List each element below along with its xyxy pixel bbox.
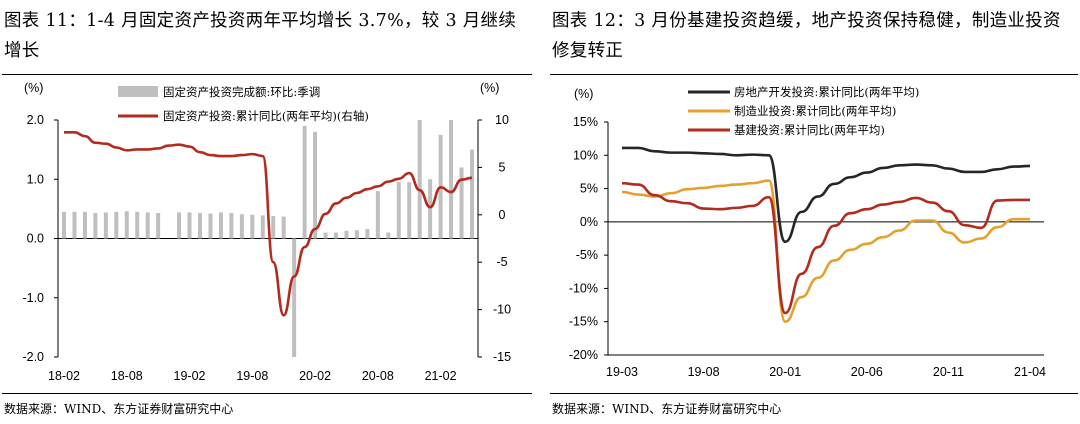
bar — [449, 120, 454, 239]
x-tick-label: 20-01 — [769, 365, 801, 379]
bar — [145, 212, 150, 239]
x-tick-label: 18-02 — [48, 369, 80, 383]
bar — [417, 120, 422, 239]
bar — [323, 232, 328, 239]
y-tick-label: 10% — [573, 148, 598, 162]
x-tick-label: 20-06 — [851, 365, 883, 379]
bar — [198, 213, 202, 239]
left-tick-label: 2.0 — [27, 113, 44, 127]
left-tick-label: 0.0 — [27, 232, 44, 246]
bar — [103, 212, 108, 239]
title-rule — [2, 74, 532, 75]
left-figure: 图表 11：1-4 月固定资产投资两年平均增长 3.7%，较 3 月继续增长 2… — [0, 0, 536, 424]
legend-line-label: 固定资产投资:累计同比(两年平均)(右轴) — [163, 109, 369, 123]
bar — [114, 211, 119, 239]
x-tick-label: 20-02 — [299, 369, 331, 383]
x-tick-label: 21-02 — [425, 369, 457, 383]
left-axis-unit: (%) — [24, 81, 43, 95]
bar — [239, 214, 244, 239]
y-tick-label: 0% — [580, 215, 598, 229]
y-tick-label: 5% — [580, 182, 598, 196]
bar — [218, 212, 223, 239]
bar — [72, 211, 77, 239]
legend-label-1: 房地产开发投资:累计同比(两年平均) — [734, 85, 919, 99]
bar — [250, 214, 255, 239]
x-tick-label: 19-03 — [606, 365, 638, 379]
bar — [177, 212, 182, 239]
bar — [82, 211, 87, 239]
bar — [229, 213, 234, 239]
bar — [428, 179, 433, 239]
figure-11-source: 数据来源：WIND、东方证券财富研究中心 — [4, 402, 234, 416]
bar — [313, 131, 318, 239]
bar — [302, 125, 307, 239]
bar — [354, 230, 359, 239]
right-tick-label: -10 — [493, 303, 511, 317]
bar — [135, 211, 140, 239]
line-series-1 — [622, 146, 1031, 244]
bar — [62, 211, 66, 239]
right-tick-label: 10 — [495, 113, 509, 127]
right-tick-label: 0 — [499, 208, 506, 222]
left-tick-label: 1.0 — [27, 172, 44, 186]
y-tick-label: 15% — [573, 115, 598, 129]
x-tick-label: 18-08 — [111, 369, 143, 383]
bar — [459, 167, 464, 239]
source-rule — [550, 393, 1078, 394]
legend-label-2: 制造业投资:累计同比(两年平均) — [734, 104, 896, 118]
x-tick-label: 19-08 — [236, 369, 268, 383]
bar — [407, 182, 412, 239]
bar — [344, 230, 349, 239]
y-tick-label: -15% — [569, 315, 598, 329]
title-rule — [550, 74, 1078, 75]
line-series-2 — [621, 179, 1030, 324]
right-tick-label: 5 — [499, 160, 506, 174]
x-tick-label: 19-08 — [688, 365, 720, 379]
legend-label-3: 基建投资:累计同比(两年平均) — [734, 123, 885, 137]
bar — [375, 191, 380, 239]
line-series — [63, 131, 473, 317]
left-tick-label: -1.0 — [22, 291, 44, 305]
figure-12-title: 图表 12：3 月份基建投资趋缓，地产投资保持稳健，制造业投资修复转正 — [552, 11, 1061, 61]
bar — [187, 212, 192, 239]
bar — [396, 182, 401, 239]
bar — [260, 215, 265, 239]
figure-11-title: 图表 11：1-4 月固定资产投资两年平均增长 3.7%，较 3 月继续增长 — [4, 11, 517, 61]
bar — [208, 213, 213, 239]
bar — [365, 229, 370, 239]
right-figure: 图表 12：3 月份基建投资趋缓，地产投资保持稳健，制造业投资修复转正 15% 1… — [548, 0, 1080, 424]
left-tick-label: -2.0 — [22, 350, 44, 364]
bar — [334, 232, 338, 239]
figure-12-source: 数据来源：WIND、东方证券财富研究中心 — [552, 402, 782, 416]
right-tick-label: -5 — [496, 255, 507, 269]
figure-11-chart: 2.0 1.0 0.0 -1.0 -2.0 10 5 0 -5 -10 -15 (%) (%) 18-02… — [22, 81, 511, 383]
source-rule — [2, 393, 532, 394]
y-tick-label: -10% — [569, 281, 598, 295]
x-tick-label: 20-11 — [933, 365, 964, 379]
line-series-3 — [621, 181, 1030, 315]
y-tick-label: -5% — [576, 248, 598, 262]
bar — [156, 213, 161, 239]
bar — [292, 238, 297, 357]
bar — [271, 215, 276, 239]
y-axis-unit: (%) — [574, 87, 593, 101]
figure-12-chart: 15% 10% 5% 0% -5% -10% -15% -20% (%) 19-03 19-08 20… — [569, 85, 1046, 379]
x-tick-label: 20-08 — [362, 369, 394, 383]
legend-bar-swatch — [118, 86, 158, 97]
right-tick-label: -15 — [493, 350, 511, 364]
bar — [470, 149, 474, 239]
x-tick-label: 19-02 — [174, 369, 206, 383]
bar — [93, 213, 98, 239]
bar — [281, 216, 286, 239]
legend-bar-label: 固定资产投资完成额:环比:季调 — [163, 85, 320, 99]
x-tick-label: 21-04 — [1014, 365, 1046, 379]
right-axis-unit: (%) — [480, 81, 499, 95]
bar — [124, 211, 129, 239]
bar — [386, 232, 391, 239]
y-tick-label: -20% — [569, 348, 598, 362]
